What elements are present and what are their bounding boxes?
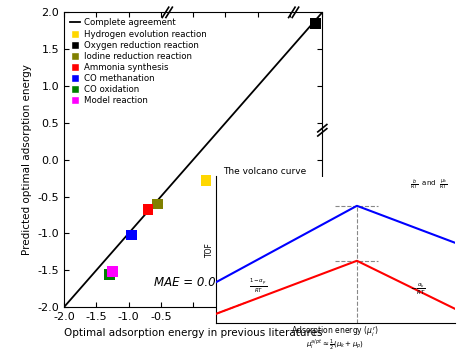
Text: The volcano curve: The volcano curve bbox=[223, 167, 306, 176]
Point bbox=[312, 20, 319, 26]
Text: $\frac{b}{RT}$  and  $\frac{\mu_k}{RT}$: $\frac{b}{RT}$ and $\frac{\mu_k}{RT}$ bbox=[410, 178, 448, 192]
Legend: Complete agreement, Hydrogen evolution reaction, Oxygen reduction reaction, Iodi: Complete agreement, Hydrogen evolution r… bbox=[68, 17, 208, 107]
Point bbox=[202, 178, 210, 183]
Text: $-\frac{\alpha_k}{RT}$: $-\frac{\alpha_k}{RT}$ bbox=[410, 281, 425, 297]
Y-axis label: Predicted optimal adsorption energy: Predicted optimal adsorption energy bbox=[22, 64, 32, 255]
X-axis label: Optimal adsorption energy in previous literatures: Optimal adsorption energy in previous li… bbox=[64, 328, 322, 337]
Point bbox=[109, 269, 116, 275]
Point bbox=[144, 207, 152, 213]
Point bbox=[128, 232, 136, 238]
X-axis label: Adsorption energy ($\mu_i^r$): Adsorption energy ($\mu_i^r$) bbox=[292, 324, 379, 339]
Y-axis label: TOF: TOF bbox=[205, 242, 214, 257]
Point bbox=[154, 201, 162, 207]
Point bbox=[105, 272, 113, 277]
Text: $\mu_i^{a/pt} \approx \frac{1}{2}(\mu_k + \mu_p)$: $\mu_i^{a/pt} \approx \frac{1}{2}(\mu_k … bbox=[306, 337, 365, 352]
Text: $\frac{1-\alpha_p}{RT}$: $\frac{1-\alpha_p}{RT}$ bbox=[249, 276, 267, 295]
Text: MAE = 0.08 eV: MAE = 0.08 eV bbox=[154, 276, 242, 289]
